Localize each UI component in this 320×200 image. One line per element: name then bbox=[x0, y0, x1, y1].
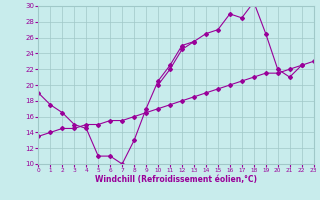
X-axis label: Windchill (Refroidissement éolien,°C): Windchill (Refroidissement éolien,°C) bbox=[95, 175, 257, 184]
